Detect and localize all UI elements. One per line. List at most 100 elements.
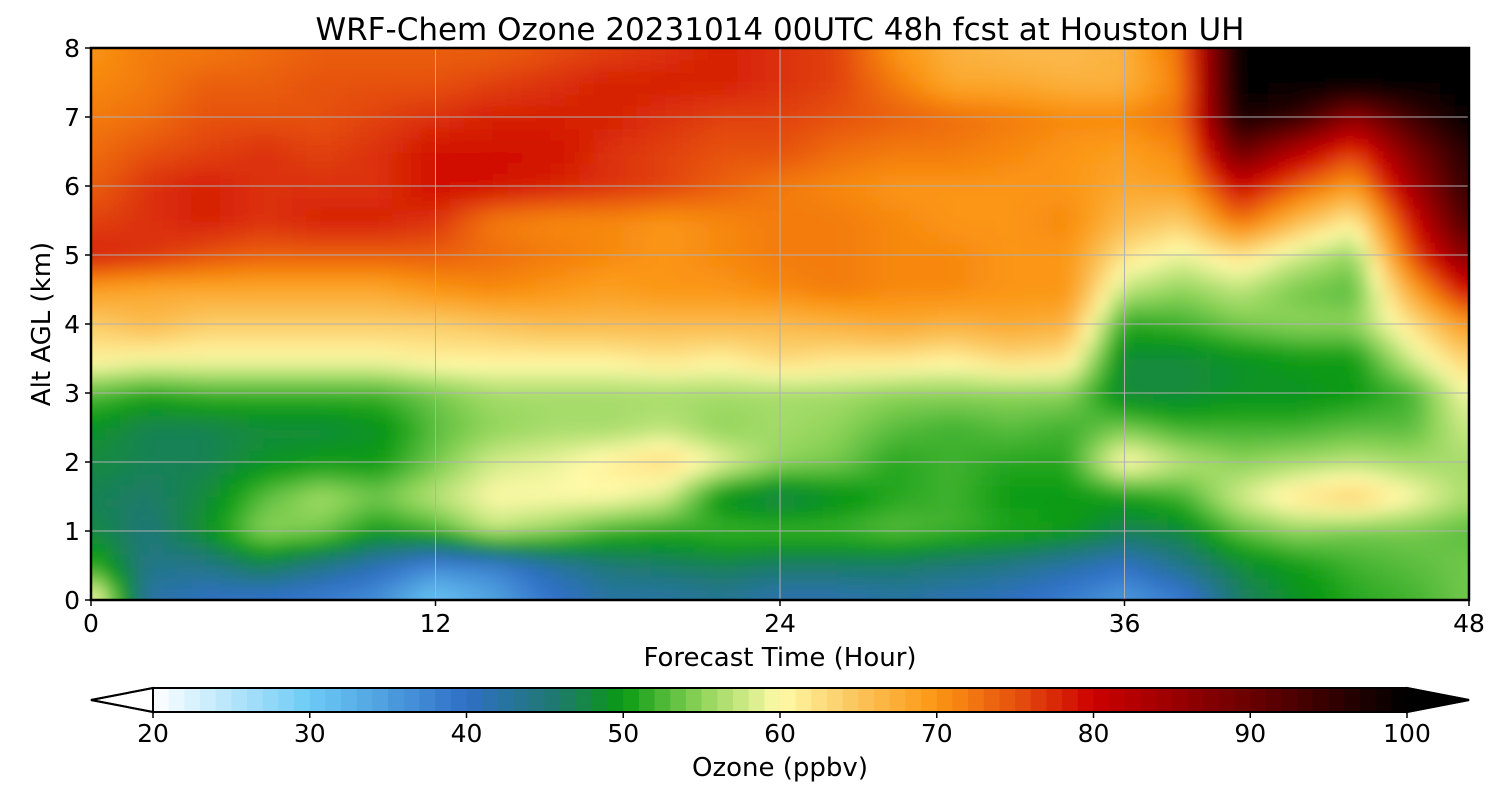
heatmap-cell	[119, 312, 135, 325]
heatmap-cell	[1196, 117, 1212, 130]
heatmap-cell	[823, 554, 839, 567]
heatmap-cell	[464, 220, 480, 233]
heatmap-cell	[765, 508, 781, 521]
heatmap-cell	[421, 473, 437, 486]
heatmap-cell	[1440, 393, 1456, 406]
heatmap-cell	[392, 439, 408, 452]
heatmap-cell	[478, 324, 494, 337]
heatmap-cell	[162, 485, 178, 498]
heatmap-cell	[478, 82, 494, 95]
heatmap-cell	[349, 404, 365, 417]
heatmap-cell	[1038, 519, 1054, 532]
heatmap-cell	[823, 163, 839, 176]
heatmap-cell	[205, 301, 221, 314]
heatmap-cell	[449, 416, 465, 429]
heatmap-cell	[823, 301, 839, 314]
heatmap-cell	[1138, 174, 1154, 187]
heatmap-cell	[622, 508, 638, 521]
heatmap-cell	[464, 335, 480, 348]
heatmap-cell	[837, 404, 853, 417]
heatmap-cell	[837, 117, 853, 130]
heatmap-cell	[134, 197, 150, 210]
heatmap-cell	[1354, 197, 1370, 210]
heatmap-cell	[421, 94, 437, 107]
heatmap-cell	[1153, 312, 1169, 325]
heatmap-cell	[851, 48, 867, 61]
heatmap-cell	[263, 473, 279, 486]
heatmap-cell	[1368, 220, 1384, 233]
heatmap-cell	[1339, 588, 1355, 600]
heatmap-cell	[751, 565, 767, 578]
heatmap-cell	[909, 163, 925, 176]
heatmap-cell	[263, 404, 279, 417]
heatmap-cell	[952, 82, 968, 95]
heatmap-cell	[909, 393, 925, 406]
heatmap-cell	[220, 542, 236, 555]
heatmap-cell	[622, 554, 638, 567]
heatmap-cell	[1311, 335, 1327, 348]
heatmap-cell	[1167, 485, 1183, 498]
heatmap-cell	[378, 450, 394, 463]
heatmap-cell	[1138, 243, 1154, 256]
heatmap-cell	[1067, 462, 1083, 475]
heatmap-cell	[1009, 358, 1025, 371]
heatmap-cell	[665, 82, 681, 95]
heatmap-cell	[1067, 140, 1083, 153]
heatmap-cell	[894, 59, 910, 72]
heatmap-cell	[1009, 151, 1025, 164]
heatmap-cell	[119, 289, 135, 302]
heatmap-cell	[1124, 416, 1140, 429]
heatmap-cell	[1325, 255, 1341, 268]
heatmap-cell	[248, 508, 265, 521]
heatmap-cell	[1354, 496, 1370, 509]
heatmap-cell	[306, 151, 322, 164]
heatmap-cell	[306, 404, 322, 417]
heatmap-cell	[1440, 312, 1456, 325]
heatmap-cell	[535, 140, 552, 153]
heatmap-cell	[1382, 347, 1399, 360]
heatmap-cell	[1153, 462, 1169, 475]
heatmap-cell	[464, 232, 480, 245]
heatmap-cell	[1181, 301, 1198, 314]
heatmap-cell	[1339, 151, 1355, 164]
heatmap-cell	[191, 565, 207, 578]
heatmap-cell	[363, 588, 379, 600]
heatmap-cell	[162, 381, 178, 394]
heatmap-cell	[579, 209, 595, 222]
heatmap-cell	[736, 151, 753, 164]
heatmap-cell	[406, 94, 422, 107]
heatmap-cell	[980, 462, 997, 475]
colorbar-segment	[999, 688, 1016, 712]
heatmap-cell	[148, 335, 164, 348]
heatmap-cell	[1397, 301, 1413, 314]
heatmap-cell	[1311, 324, 1327, 337]
heatmap-cell	[248, 151, 265, 164]
heatmap-cell	[162, 519, 178, 532]
heatmap-cell	[1038, 588, 1054, 600]
heatmap-cell	[119, 347, 135, 360]
heatmap-cell	[478, 232, 494, 245]
heatmap-cell	[406, 531, 422, 544]
heatmap-cell	[105, 370, 121, 383]
heatmap-cell	[1138, 48, 1154, 61]
heatmap-cell	[535, 71, 552, 84]
heatmap-cell	[1110, 105, 1126, 118]
heatmap-cell	[1081, 105, 1097, 118]
heatmap-cell	[263, 519, 279, 532]
heatmap-cell	[1167, 462, 1183, 475]
heatmap-cell	[134, 370, 150, 383]
heatmap-cell	[851, 565, 867, 578]
heatmap-cell	[134, 519, 150, 532]
heatmap-cell	[435, 404, 451, 417]
heatmap-cell	[1382, 105, 1399, 118]
heatmap-cell	[1052, 542, 1068, 555]
heatmap-cell	[607, 381, 623, 394]
heatmap-cell	[263, 82, 279, 95]
heatmap-cell	[1138, 473, 1154, 486]
heatmap-cell	[866, 220, 882, 233]
heatmap-cell	[234, 140, 250, 153]
heatmap-cell	[91, 255, 107, 268]
heatmap-cell	[177, 404, 193, 417]
heatmap-cell	[1454, 220, 1469, 233]
heatmap-cell	[378, 531, 394, 544]
